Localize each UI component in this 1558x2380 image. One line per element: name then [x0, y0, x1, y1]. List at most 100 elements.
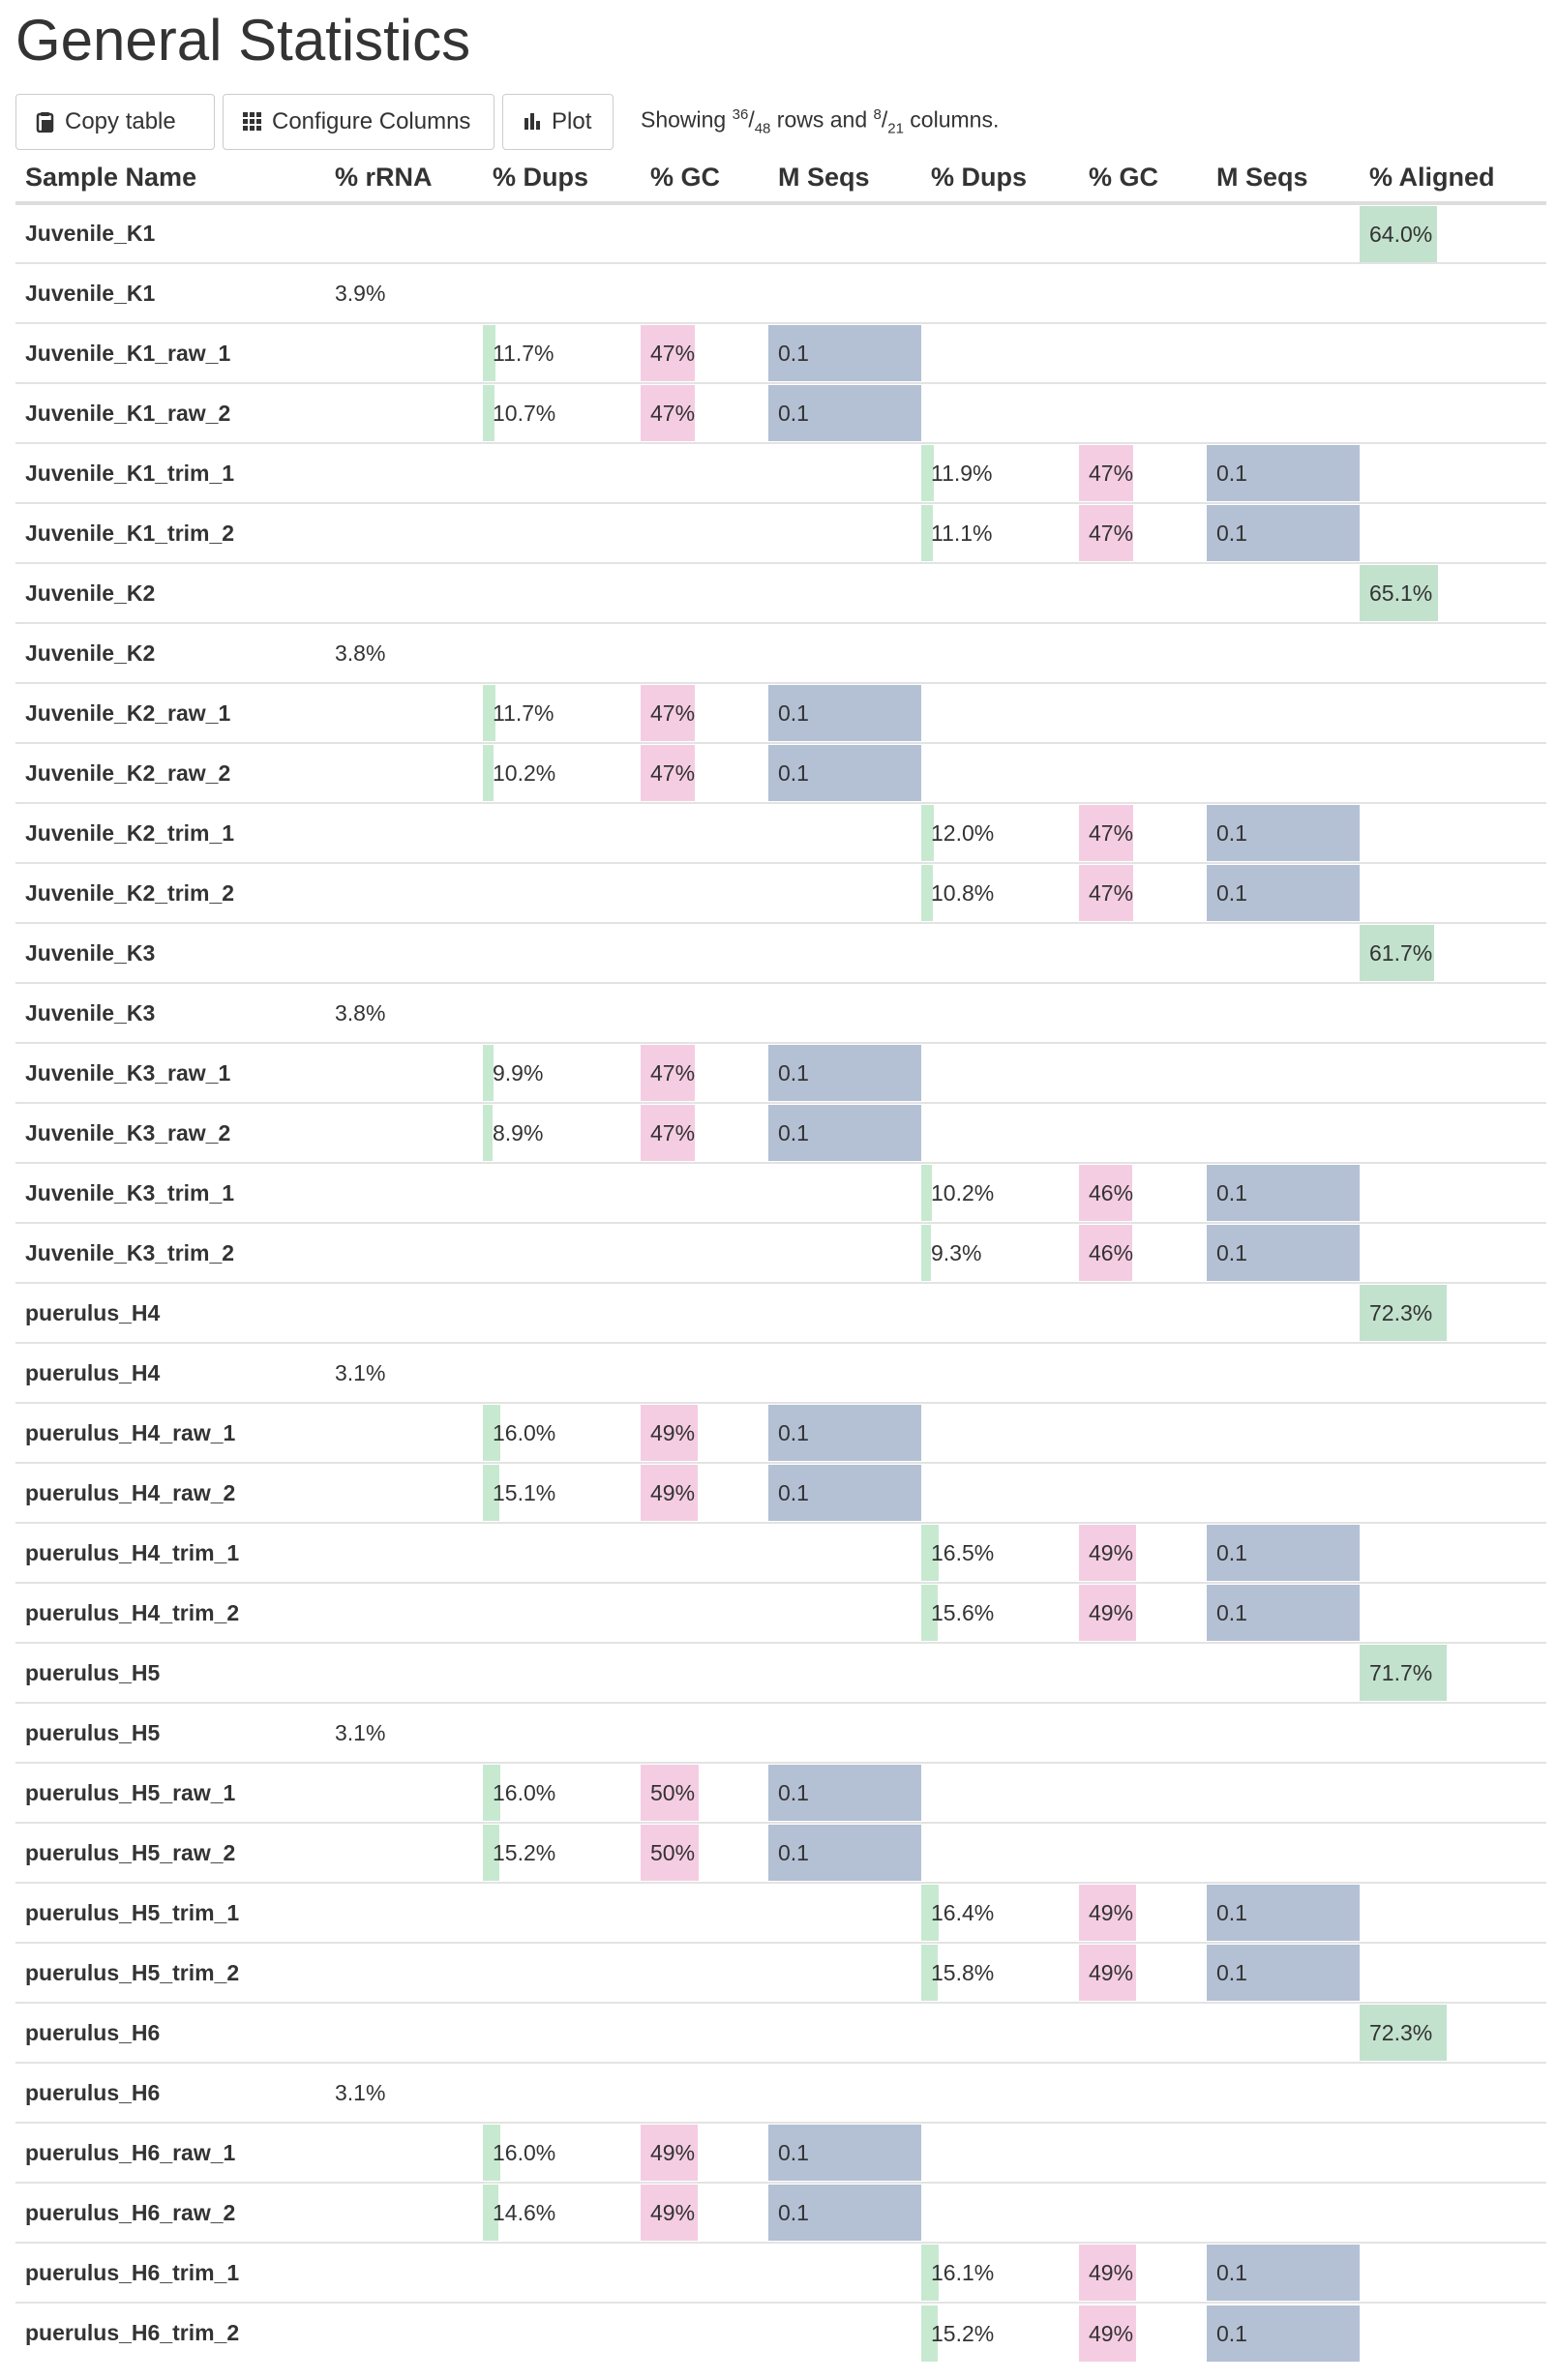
column-header-sample-name[interactable]: Sample Name	[15, 153, 325, 205]
cell-value-gc-trim: 49%	[1089, 2320, 1134, 2346]
cell-mseqs-raw	[768, 2302, 921, 2363]
cell-content-mseqs-trim: 0.1	[1207, 805, 1360, 861]
configure-columns-button[interactable]: Configure Columns	[223, 94, 494, 150]
value-bar-gc-raw	[641, 745, 695, 801]
column-header-mseqs-trim[interactable]: M Seqs	[1207, 153, 1360, 205]
cell-mseqs-trim	[1207, 262, 1360, 323]
cell-dups-trim: 15.6%	[921, 1582, 1079, 1643]
cell-gc-trim	[1079, 2122, 1207, 2183]
cell-value-dups-trim: 10.8%	[931, 880, 995, 906]
cell-content-mseqs-trim: 0.1	[1207, 505, 1360, 561]
column-header-aligned[interactable]: % Aligned	[1360, 153, 1546, 205]
cell-dups-trim	[921, 2182, 1079, 2243]
cell-gc-raw	[641, 802, 768, 863]
value-bar-mseqs-raw	[768, 685, 921, 741]
value-bar-dups-trim	[921, 505, 933, 561]
sample-name-cell: puerulus_H4	[15, 1342, 325, 1403]
cell-content-gc-trim: 49%	[1079, 2305, 1207, 2362]
cell-mseqs-trim	[1207, 922, 1360, 983]
cell-mseqs-trim: 0.1	[1207, 2302, 1360, 2363]
cell-mseqs-trim: 0.1	[1207, 1942, 1360, 2003]
cell-mseqs-trim	[1207, 562, 1360, 623]
column-header-gc-raw[interactable]: % GC	[641, 153, 768, 205]
value-bar-dups-trim	[921, 805, 934, 861]
cell-aligned	[1360, 862, 1546, 923]
value-bar-mseqs-trim	[1207, 505, 1360, 561]
sample-name-cell: Juvenile_K3	[15, 982, 325, 1043]
cell-gc-trim	[1079, 1462, 1207, 1523]
cell-content-gc-raw: 49%	[641, 1405, 768, 1461]
cell-mseqs-trim	[1207, 982, 1360, 1043]
cell-dups-trim	[921, 1102, 1079, 1163]
cell-value-mseqs-raw: 0.1	[778, 1480, 809, 1505]
copy-table-button[interactable]: Copy table	[15, 94, 215, 150]
cell-gc-raw	[641, 502, 768, 563]
cell-gc-raw	[641, 442, 768, 503]
plot-label: Plot	[552, 108, 592, 134]
sample-name-cell: Juvenile_K1_trim_2	[15, 502, 325, 563]
cell-dups-trim	[921, 2002, 1079, 2063]
cell-dups-trim	[921, 322, 1079, 383]
column-header-mseqs-raw[interactable]: M Seqs	[768, 153, 921, 205]
cell-aligned	[1360, 1462, 1546, 1523]
cell-value-gc-trim: 49%	[1089, 1600, 1134, 1625]
cell-value-mseqs-raw: 0.1	[778, 1840, 809, 1865]
cell-gc-raw	[641, 2242, 768, 2303]
cell-content-rrna: 3.1%	[325, 1345, 483, 1401]
cell-gc-trim: 49%	[1079, 1882, 1207, 1943]
value-bar-gc-raw	[641, 1045, 695, 1101]
cell-dups-raw	[483, 922, 641, 983]
column-header-rrna[interactable]: % rRNA	[325, 153, 483, 205]
sample-name-cell: puerulus_H6_raw_2	[15, 2182, 325, 2243]
cell-dups-trim	[921, 982, 1079, 1043]
cell-value-gc-raw: 49%	[650, 1420, 696, 1445]
cell-gc-trim: 49%	[1079, 2302, 1207, 2363]
table-row: Juvenile_K2 65.1%	[15, 562, 1546, 623]
cell-value-dups-trim: 15.8%	[931, 1960, 995, 1985]
cell-value-rrna: 3.1%	[335, 1360, 386, 1385]
cell-mseqs-raw: 0.1	[768, 1042, 921, 1103]
sample-name-cell: puerulus_H6_raw_1	[15, 2122, 325, 2183]
cell-rrna	[325, 1642, 483, 1703]
cell-rrna	[325, 2242, 483, 2303]
cell-gc-trim	[1079, 1702, 1207, 1763]
value-bar-mseqs-raw	[768, 1465, 921, 1521]
cell-content-aligned: 72.3%	[1360, 2005, 1546, 2061]
cell-gc-trim	[1079, 1282, 1207, 1343]
cell-dups-trim	[921, 1042, 1079, 1103]
cell-gc-raw	[641, 1942, 768, 2003]
cell-mseqs-trim: 0.1	[1207, 862, 1360, 923]
value-bar-aligned	[1360, 205, 1437, 262]
value-bar-dups-trim	[921, 2305, 938, 2362]
cell-rrna	[325, 922, 483, 983]
cell-dups-trim: 15.8%	[921, 1942, 1079, 2003]
cell-content-dups-trim: 12.0%	[921, 805, 1079, 861]
column-header-gc-trim[interactable]: % GC	[1079, 153, 1207, 205]
column-header-dups-trim[interactable]: % Dups	[921, 153, 1079, 205]
cell-content-dups-raw: 9.9%	[483, 1045, 641, 1101]
cell-dups-raw: 15.2%	[483, 1822, 641, 1883]
column-header-dups-raw[interactable]: % Dups	[483, 153, 641, 205]
value-bar-dups-raw	[483, 1105, 493, 1161]
cell-dups-trim: 9.3%	[921, 1222, 1079, 1283]
cell-dups-raw	[483, 1702, 641, 1763]
cell-content-dups-trim: 10.8%	[921, 865, 1079, 921]
cell-value-dups-trim: 16.1%	[931, 2260, 995, 2285]
cell-gc-raw	[641, 982, 768, 1043]
value-bar-gc-trim	[1079, 1585, 1136, 1641]
cell-aligned	[1360, 1162, 1546, 1223]
cell-gc-raw	[641, 262, 768, 323]
cell-mseqs-trim	[1207, 2122, 1360, 2183]
cell-gc-raw	[641, 2062, 768, 2123]
cell-gc-raw	[641, 1882, 768, 1943]
cell-aligned: 65.1%	[1360, 562, 1546, 623]
cell-mseqs-trim	[1207, 1102, 1360, 1163]
cell-gc-trim: 49%	[1079, 1522, 1207, 1583]
cell-gc-trim	[1079, 922, 1207, 983]
cell-gc-raw	[641, 2002, 768, 2063]
cell-value-mseqs-raw: 0.1	[778, 2140, 809, 2165]
cell-content-mseqs-raw: 0.1	[768, 2185, 921, 2241]
plot-button[interactable]: Plot	[502, 94, 614, 150]
cell-gc-raw	[641, 1282, 768, 1343]
